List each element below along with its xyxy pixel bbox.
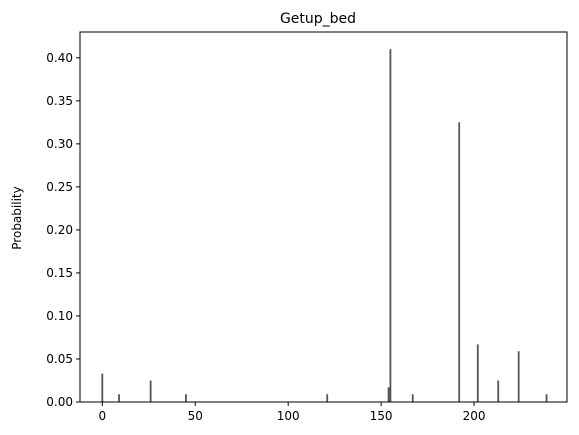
y-tick-label-3: 0.15 — [46, 266, 73, 280]
x-axis: 0 50 100 150 200 — [98, 402, 486, 423]
bar-1 — [118, 394, 120, 402]
bar-3 — [185, 394, 187, 402]
y-axis: 0.00 0.05 0.10 0.15 0.20 0.25 0.30 0.35 0.40 — [46, 51, 80, 409]
x-tick-label-1: 50 — [188, 409, 203, 423]
bar-4 — [326, 394, 329, 402]
bar-0 — [101, 373, 104, 402]
x-tick-label-0: 0 — [98, 409, 106, 423]
x-tick-label-2: 100 — [277, 409, 300, 423]
x-tick-label-3: 150 — [370, 409, 393, 423]
bar-8 — [458, 122, 461, 402]
y-tick-label-1: 0.05 — [46, 352, 73, 366]
x-tick-label-4: 200 — [463, 409, 486, 423]
bar-12 — [545, 394, 548, 402]
chart-title: Getup_bed — [280, 11, 356, 27]
y-tick-label-5: 0.25 — [46, 180, 73, 194]
y-tick-label-2: 0.10 — [46, 309, 73, 323]
y-tick-label-4: 0.20 — [46, 223, 73, 237]
bar-10 — [497, 380, 500, 402]
bar-6 — [389, 49, 392, 403]
bar-2 — [149, 380, 152, 402]
bar-9 — [476, 344, 479, 402]
y-axis-label: Probability — [10, 186, 24, 249]
bar-5 — [387, 387, 390, 402]
bar-series — [101, 49, 548, 403]
y-tick-label-6: 0.30 — [46, 137, 73, 151]
y-tick-label-0: 0.00 — [46, 395, 73, 409]
bar-11 — [517, 351, 520, 402]
y-tick-label-8: 0.40 — [46, 51, 73, 65]
y-tick-label-7: 0.35 — [46, 94, 73, 108]
bar-7 — [411, 394, 414, 402]
plot-frame — [79, 31, 568, 403]
